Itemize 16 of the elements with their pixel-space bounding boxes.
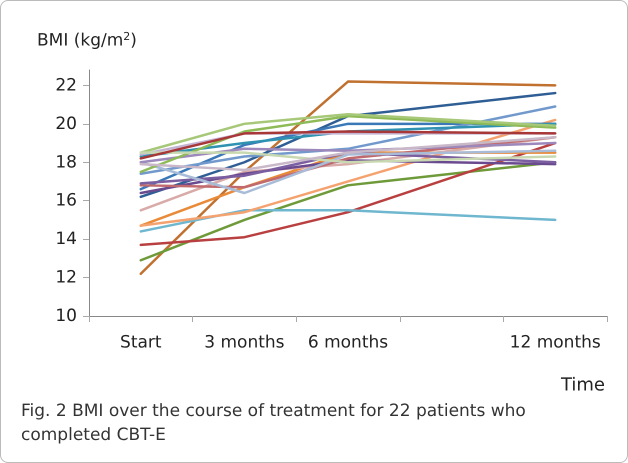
line-series <box>140 112 556 154</box>
line-series <box>140 114 556 174</box>
caption: Fig. 2 BMI over the course of treatment for 22 patients who completed CBT-E <box>21 401 532 445</box>
y-tick-label: 18 <box>55 152 77 172</box>
line-series <box>140 136 556 172</box>
y-tick-label: 14 <box>55 229 77 250</box>
x-tick-label: 6 months <box>308 332 388 352</box>
y-tick-label: 16 <box>55 190 77 211</box>
x-axis-title: Time <box>560 374 606 396</box>
y-tick-label: 12 <box>55 268 77 288</box>
x-tick-label: 3 months <box>204 332 285 352</box>
y-tick-label: 22 <box>55 75 77 96</box>
x-tick-label: 12 months <box>510 332 601 352</box>
x-tick-label: Start <box>120 332 162 352</box>
y-tick-label: 10 <box>55 306 77 326</box>
y-tick-label: 20 <box>55 114 77 134</box>
